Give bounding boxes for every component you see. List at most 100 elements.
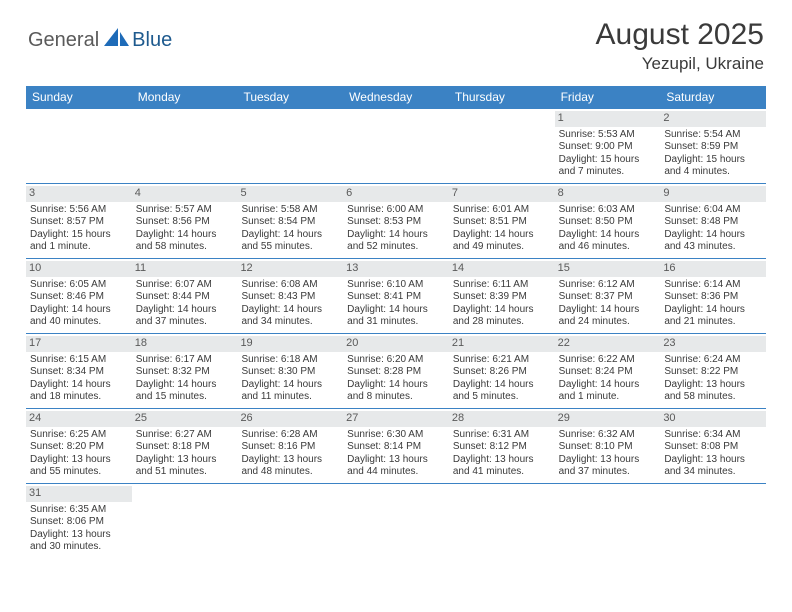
sunrise-line: Sunrise: 6:11 AM (453, 279, 551, 292)
calendar-week: 24Sunrise: 6:25 AMSunset: 8:20 PMDayligh… (26, 409, 766, 484)
location-label: Yezupil, Ukraine (596, 54, 764, 74)
calendar-cell-empty (132, 484, 238, 558)
sunset-line: Sunset: 8:54 PM (241, 216, 339, 229)
day-number: 18 (132, 336, 238, 352)
daylight-line: Daylight: 13 hours and 30 minutes. (30, 529, 128, 554)
daylight-line: Daylight: 14 hours and 49 minutes. (453, 229, 551, 254)
calendar-cell: 27Sunrise: 6:30 AMSunset: 8:14 PMDayligh… (343, 409, 449, 483)
sunrise-line: Sunrise: 6:18 AM (241, 354, 339, 367)
daylight-line: Daylight: 13 hours and 34 minutes. (664, 454, 762, 479)
calendar-cell-empty (132, 109, 238, 183)
calendar-cell: 7Sunrise: 6:01 AMSunset: 8:51 PMDaylight… (449, 184, 555, 258)
sunset-line: Sunset: 8:34 PM (30, 366, 128, 379)
calendar-cell: 16Sunrise: 6:14 AMSunset: 8:36 PMDayligh… (660, 259, 766, 333)
calendar-cell: 2Sunrise: 5:54 AMSunset: 8:59 PMDaylight… (660, 109, 766, 183)
daylight-line: Daylight: 14 hours and 15 minutes. (136, 379, 234, 404)
logo-sail-icon (104, 28, 130, 53)
daylight-line: Daylight: 13 hours and 48 minutes. (241, 454, 339, 479)
logo-text-blue: Blue (132, 29, 172, 52)
calendar-cell: 3Sunrise: 5:56 AMSunset: 8:57 PMDaylight… (26, 184, 132, 258)
daylight-line: Daylight: 15 hours and 1 minute. (30, 229, 128, 254)
sunrise-line: Sunrise: 5:58 AM (241, 204, 339, 217)
day-number: 16 (660, 261, 766, 277)
calendar-cell: 28 Sunrise: 6:31 AMSunset: 8:12 PMDayligh… (449, 409, 555, 483)
sunset-line: Sunset: 8:51 PM (453, 216, 551, 229)
sunrise-line: Sunrise: 6:22 AM (559, 354, 657, 367)
sunrise-line: Sunrise: 6:24 AM (664, 354, 762, 367)
sunrise-line: Sunrise: 5:53 AM (559, 129, 657, 142)
daylight-line: Daylight: 14 hours and 46 minutes. (559, 229, 657, 254)
sunset-line: Sunset: 8:48 PM (664, 216, 762, 229)
calendar-cell: 24Sunrise: 6:25 AMSunset: 8:20 PMDayligh… (26, 409, 132, 483)
calendar-cell: 6Sunrise: 6:00 AMSunset: 8:53 PMDaylight… (343, 184, 449, 258)
sunrise-line: Sunrise: 6:34 AM (664, 429, 762, 442)
sunset-line: Sunset: 8:36 PM (664, 291, 762, 304)
calendar-cell: 21Sunrise: 6:21 AMSunset: 8:26 PMDayligh… (449, 334, 555, 408)
calendar-cell: 9Sunrise: 6:04 AMSunset: 8:48 PMDaylight… (660, 184, 766, 258)
calendar-cell: 10Sunrise: 6:05 AMSunset: 8:46 PMDayligh… (26, 259, 132, 333)
calendar-cell-empty (343, 109, 449, 183)
calendar-cell: 23 Sunrise: 6:24 AMSunset: 8:22 PMDayligh… (660, 334, 766, 408)
sunset-line: Sunset: 9:00 PM (559, 141, 657, 154)
day-header: Wednesday (343, 86, 449, 109)
day-number: 28 (449, 411, 555, 427)
sunset-line: Sunset: 8:30 PM (241, 366, 339, 379)
day-number: 23 (660, 336, 766, 352)
daylight-line: Daylight: 14 hours and 24 minutes. (559, 304, 657, 329)
sunrise-line: Sunrise: 6:32 AM (559, 429, 657, 442)
day-number: 8 (555, 186, 661, 202)
sunset-line: Sunset: 8:41 PM (347, 291, 445, 304)
calendar-week: 17Sunrise: 6:15 AMSunset: 8:34 PMDayligh… (26, 334, 766, 409)
sunrise-line: Sunrise: 6:28 AM (241, 429, 339, 442)
sunrise-line: Sunrise: 6:31 AM (453, 429, 551, 442)
calendar-body: 1Sunrise: 5:53 AMSunset: 9:00 PMDaylight… (26, 109, 766, 558)
daylight-line: Daylight: 14 hours and 18 minutes. (30, 379, 128, 404)
calendar-cell: 14Sunrise: 6:11 AMSunset: 8:39 PMDayligh… (449, 259, 555, 333)
sunset-line: Sunset: 8:12 PM (453, 441, 551, 454)
sunrise-line: Sunrise: 5:54 AM (664, 129, 762, 142)
sunset-line: Sunset: 8:56 PM (136, 216, 234, 229)
calendar-cell-empty (449, 109, 555, 183)
daylight-line: Daylight: 14 hours and 28 minutes. (453, 304, 551, 329)
day-header: Tuesday (237, 86, 343, 109)
day-number: 24 (26, 411, 132, 427)
calendar-cell: 30Sunrise: 6:34 AMSunset: 8:08 PMDayligh… (660, 409, 766, 483)
day-number: 20 (343, 336, 449, 352)
sunset-line: Sunset: 8:22 PM (664, 366, 762, 379)
daylight-line: Daylight: 14 hours and 37 minutes. (136, 304, 234, 329)
calendar-cell: 1Sunrise: 5:53 AMSunset: 9:00 PMDaylight… (555, 109, 661, 183)
day-number: 22 (555, 336, 661, 352)
logo: General Blue (28, 28, 172, 53)
calendar-cell: 12Sunrise: 6:08 AMSunset: 8:43 PMDayligh… (237, 259, 343, 333)
calendar-cell: 19Sunrise: 6:18 AMSunset: 8:30 PMDayligh… (237, 334, 343, 408)
calendar-cell: 17Sunrise: 6:15 AMSunset: 8:34 PMDayligh… (26, 334, 132, 408)
day-number: 29 (555, 411, 661, 427)
sunset-line: Sunset: 8:10 PM (559, 441, 657, 454)
calendar-cell: 5Sunrise: 5:58 AMSunset: 8:54 PMDaylight… (237, 184, 343, 258)
day-header: Sunday (26, 86, 132, 109)
sunrise-line: Sunrise: 6:20 AM (347, 354, 445, 367)
sunset-line: Sunset: 8:37 PM (559, 291, 657, 304)
sunset-line: Sunset: 8:57 PM (30, 216, 128, 229)
calendar-cell: 26Sunrise: 6:28 AMSunset: 8:16 PMDayligh… (237, 409, 343, 483)
calendar-cell: 4Sunrise: 5:57 AMSunset: 8:56 PMDaylight… (132, 184, 238, 258)
daylight-line: Daylight: 13 hours and 58 minutes. (664, 379, 762, 404)
day-number: 17 (26, 336, 132, 352)
day-number: 7 (449, 186, 555, 202)
daylight-line: Daylight: 14 hours and 31 minutes. (347, 304, 445, 329)
sunrise-line: Sunrise: 6:07 AM (136, 279, 234, 292)
daylight-line: Daylight: 14 hours and 5 minutes. (453, 379, 551, 404)
day-number: 9 (660, 186, 766, 202)
day-number: 3 (26, 186, 132, 202)
day-header: Saturday (660, 86, 766, 109)
sunrise-line: Sunrise: 6:10 AM (347, 279, 445, 292)
sunset-line: Sunset: 8:28 PM (347, 366, 445, 379)
day-headers: SundayMondayTuesdayWednesdayThursdayFrid… (26, 86, 766, 109)
day-number: 4 (132, 186, 238, 202)
daylight-line: Daylight: 14 hours and 11 minutes. (241, 379, 339, 404)
sunset-line: Sunset: 8:08 PM (664, 441, 762, 454)
daylight-line: Daylight: 13 hours and 41 minutes. (453, 454, 551, 479)
sunrise-line: Sunrise: 6:17 AM (136, 354, 234, 367)
daylight-line: Daylight: 15 hours and 7 minutes. (559, 154, 657, 179)
daylight-line: Daylight: 14 hours and 8 minutes. (347, 379, 445, 404)
